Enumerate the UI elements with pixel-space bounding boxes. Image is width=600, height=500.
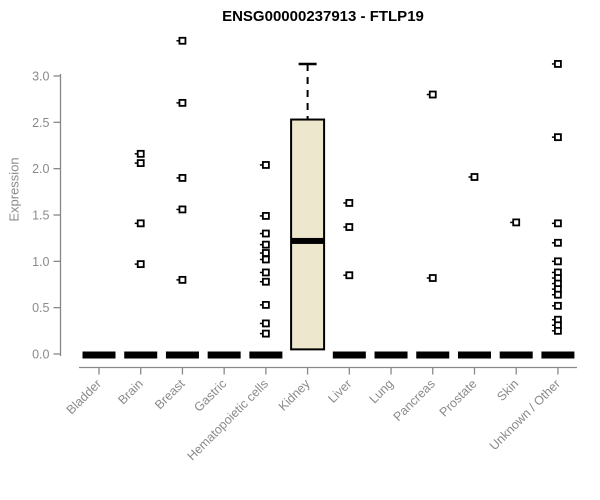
x-axis-label: Breast [152,376,188,412]
median-line [291,237,325,244]
y-tick-label: 1.0 [32,255,49,269]
outlier-point [178,205,187,214]
outlier-point [261,249,270,257]
outlier-point [345,223,354,231]
y-tick-label: 0.0 [32,348,49,362]
outlier-point [136,159,145,167]
x-axis-label: Lung [367,377,397,407]
outlier-point [261,300,270,309]
box [290,118,326,351]
outlier-point [470,173,479,181]
collapsed-box-bar [249,351,283,359]
y-tick-label: 1.5 [32,208,49,222]
x-axis-label: Liver [325,377,354,406]
outlier-point [136,149,145,158]
collapsed-box-bar [124,351,158,359]
x-axis-label: Skin [494,377,521,404]
outlier-point [261,229,270,238]
outlier-point [554,257,562,266]
x-axis-label: Brain [115,377,146,408]
x-axis-label: Bladder [64,377,104,417]
collapsed-box-bar [457,351,491,359]
outlier-point [261,329,270,338]
outlier-point [428,274,437,282]
outlier-point [554,133,562,142]
outlier-point [345,199,354,207]
collapsed-box-bar [332,351,366,359]
outlier-point [554,238,562,247]
outlier-point [261,268,270,277]
outlier-point [261,240,270,249]
y-tick-label: 0.5 [32,301,49,315]
outlier-point [136,260,145,269]
collapsed-box-bar [165,351,199,359]
collapsed-box-bar [416,351,450,359]
y-tick-label: 2.5 [32,116,49,130]
outlier-point [261,212,270,220]
outlier-point [261,255,270,264]
outlier-point [554,219,562,228]
x-axis-label: Pancreas [391,377,438,424]
outlier-point [178,98,187,107]
outlier-point [178,174,187,182]
outlier-point [178,36,187,45]
outlier-point [261,277,270,286]
outlier-point [512,218,521,227]
outlier-point [428,90,437,99]
outlier-point [554,301,562,310]
x-axis-label: Hematopoietic cells [184,377,271,464]
x-axis-label: Prostate [437,377,480,420]
x-axis-label: Gastric [191,377,229,415]
y-tick-label: 3.0 [32,69,49,83]
collapsed-box-bar [207,351,241,359]
collapsed-box-bar [374,351,408,359]
outlier-point [261,319,270,328]
outlier-point [554,290,562,299]
x-axis-label: Unknown / Other [487,377,563,453]
y-tick-label: 2.0 [32,162,49,176]
outlier-point [261,161,270,169]
collapsed-box-bar [82,351,116,359]
outlier-point [554,326,562,335]
collapsed-box-bar [499,351,533,359]
x-axis-label: Kidney [276,376,313,413]
chart-title: ENSG00000237913 - FTLP19 [222,8,424,25]
outlier-point [345,271,354,280]
collapsed-box-bar [541,351,575,359]
outlier-point [136,219,145,228]
outlier-point [554,60,562,68]
outlier-point [178,275,187,284]
